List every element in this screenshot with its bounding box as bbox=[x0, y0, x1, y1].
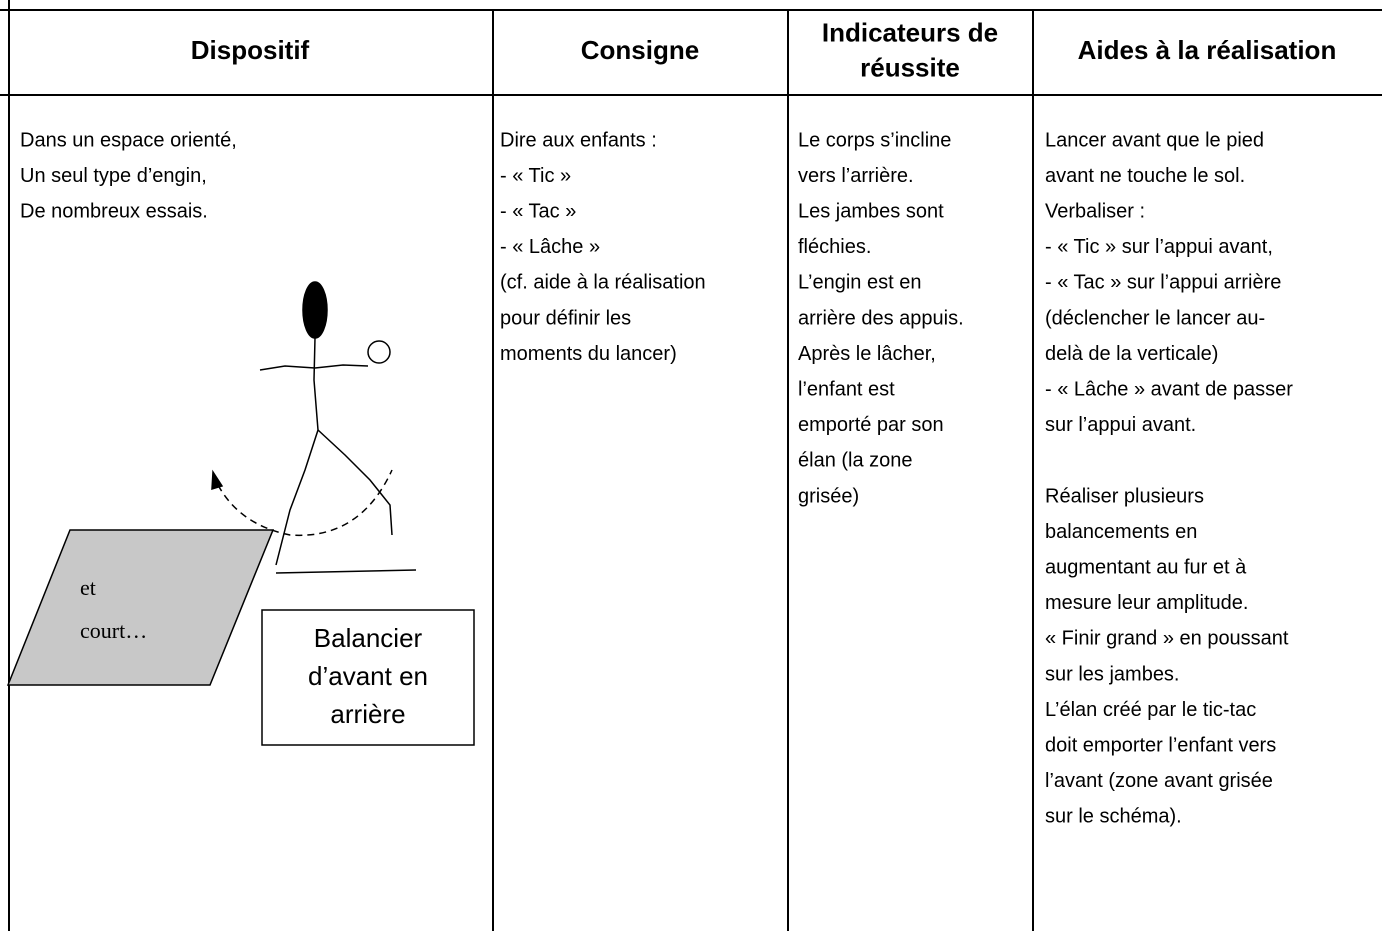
cell-text: (déclencher le lancer au- bbox=[1045, 307, 1265, 329]
cell-text: avant ne touche le sol. bbox=[1045, 165, 1245, 187]
cell-text: L’engin est en bbox=[798, 272, 921, 294]
cell-text: sur l’appui avant. bbox=[1045, 414, 1196, 436]
cell-text: emporté par son bbox=[798, 414, 944, 436]
cell-text: augmentant au fur et à bbox=[1045, 556, 1247, 578]
cell-text: sur les jambes. bbox=[1045, 663, 1180, 685]
cell-text: delà de la verticale) bbox=[1045, 343, 1218, 365]
cell-text: - « Lâche » bbox=[500, 236, 600, 258]
cell-text: - « Lâche » avant de passer bbox=[1045, 378, 1293, 400]
cell-text: Lancer avant que le pied bbox=[1045, 129, 1264, 151]
header-text: Consigne bbox=[581, 35, 699, 65]
cell-text: - « Tac » bbox=[500, 200, 576, 222]
cell-text: mesure leur amplitude. bbox=[1045, 592, 1248, 614]
cell-text: L’élan créé par le tic-tac bbox=[1045, 699, 1256, 721]
cell-text: (cf. aide à la réalisation bbox=[500, 272, 706, 294]
cell-text: vers l’arrière. bbox=[798, 165, 914, 187]
box-label: Balancier bbox=[314, 623, 423, 653]
cell-text: - « Tic » bbox=[500, 165, 571, 187]
cell-text: Réaliser plusieurs bbox=[1045, 485, 1204, 507]
box-label: arrière bbox=[330, 699, 405, 729]
cell-text: Dire aux enfants : bbox=[500, 129, 657, 151]
cell-text: Les jambes sont bbox=[798, 200, 944, 222]
cell-text: Après le lâcher, bbox=[798, 343, 936, 365]
cell-text: moments du lancer) bbox=[500, 343, 677, 365]
cell-text: élan (la zone bbox=[798, 450, 913, 472]
cell-text: « Finir grand » en poussant bbox=[1045, 628, 1289, 650]
cell-text: fléchies. bbox=[798, 236, 871, 258]
zone-label: et bbox=[80, 575, 96, 600]
cell-text: De nombreux essais. bbox=[20, 200, 208, 222]
cell-text: arrière des appuis. bbox=[798, 307, 964, 329]
cell-text: sur le schéma). bbox=[1045, 806, 1182, 828]
cell-text: - « Tic » sur l’appui avant, bbox=[1045, 236, 1273, 258]
cell-text: - « Tac » sur l’appui arrière bbox=[1045, 272, 1281, 294]
texts: Dispositif Consigne Indicateurs de réussite… bbox=[20, 17, 1336, 827]
zone-label: court… bbox=[80, 618, 147, 643]
diagram bbox=[6, 281, 475, 746]
cell-text: grisée) bbox=[798, 485, 859, 507]
header-text: Dispositif bbox=[191, 35, 310, 65]
cell-text: balancements en bbox=[1045, 521, 1197, 543]
cell-text: pour définir les bbox=[500, 307, 631, 329]
cell-text: l’enfant est bbox=[798, 378, 895, 400]
cell-text: l’avant (zone avant grisée bbox=[1045, 770, 1273, 792]
box-label: d’avant en bbox=[308, 661, 428, 691]
header-text: réussite bbox=[860, 52, 960, 82]
header-text: Aides à la réalisation bbox=[1078, 35, 1337, 65]
cell-text: Dans un espace orienté, bbox=[20, 129, 237, 151]
cell-text: Verbaliser : bbox=[1045, 200, 1145, 222]
cell-text: Le corps s’incline bbox=[798, 129, 951, 151]
cell-text: doit emporter l’enfant vers bbox=[1045, 734, 1276, 756]
cell-text: Un seul type d’engin, bbox=[20, 165, 207, 187]
header-text: Indicateurs de bbox=[822, 17, 998, 47]
